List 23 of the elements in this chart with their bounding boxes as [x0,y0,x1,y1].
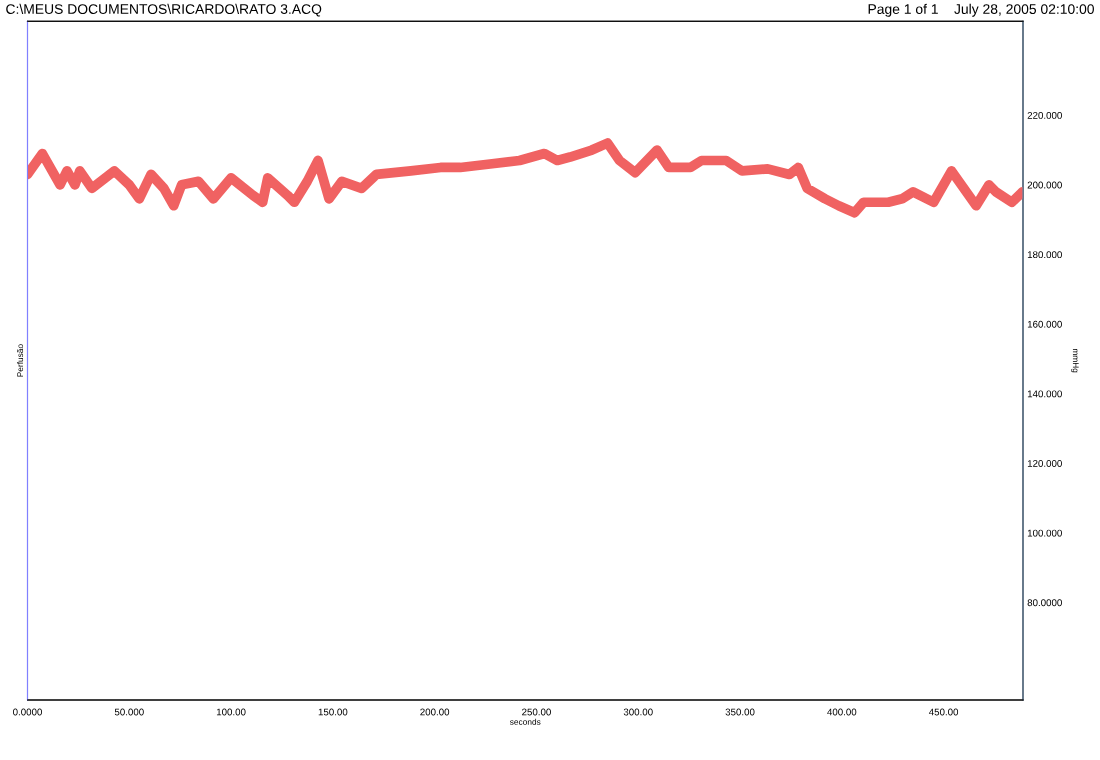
chart-title: C:\MEUS DOCUMENTOS\RICARDO\RATO 3.ACQ [6,3,322,17]
x-tick-label: 350.00 [725,708,755,716]
x-tick-label: 150.00 [318,708,348,716]
x-tick-label: 0.0000 [13,708,42,716]
y-axis-title: Perfusão [16,344,24,377]
y2-tick-label: 80.0000 [1027,599,1062,607]
x-tick-label: 300.00 [623,708,653,716]
x-tick-label: 100.00 [216,708,246,716]
x-axis-title: seconds [509,718,541,725]
y2-tick-label: 120.000 [1027,460,1062,467]
y2-axis-title: mmHg [1071,348,1079,373]
y2-tick-label: 140.000 [1027,390,1062,398]
chart-subtitle: Page 1 of 1 July 28, 2005 02:10:00 [868,3,1094,17]
x-tick-label: 200.00 [420,708,450,716]
y2-tick-label: 100.000 [1027,529,1062,537]
x-tick-label: 400.00 [827,708,857,716]
y2-tick-label: 200.000 [1027,181,1062,189]
y2-tick-label: 220.000 [1027,111,1062,119]
x-tick-label: 50.000 [114,708,144,716]
y2-tick-label: 180.000 [1027,251,1062,259]
y2-tick-label: 160.000 [1027,320,1062,328]
x-tick-label: 250.00 [522,708,551,716]
x-tick-label: 450.00 [928,708,959,716]
